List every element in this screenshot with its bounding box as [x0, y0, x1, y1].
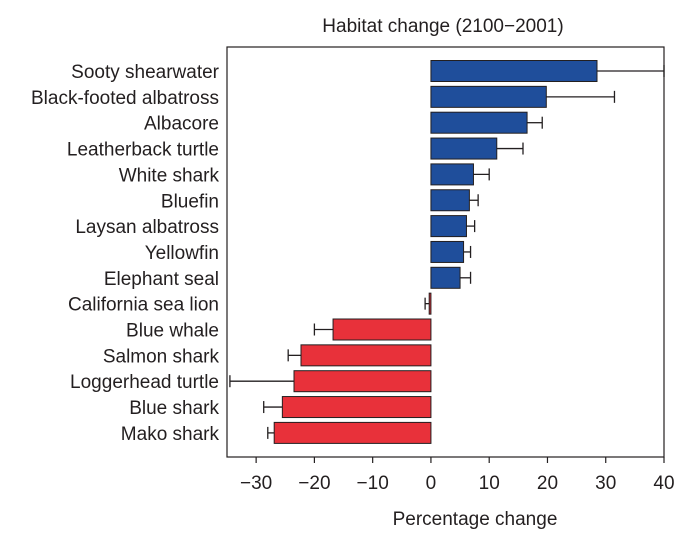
bar-laysan-albatross	[430, 215, 467, 238]
x-tick-label: 20	[537, 473, 558, 494]
bar-salmon-shark	[300, 344, 432, 367]
bar-elephant-seal	[430, 266, 461, 289]
category-label: Sooty shearwater	[71, 62, 220, 83]
error-bars-group	[229, 65, 665, 439]
category-label: Albacore	[144, 114, 219, 135]
bar-bluefin	[430, 189, 470, 212]
bar-blue-shark	[281, 396, 432, 419]
x-axis: −30 −20 −10 0 10 20 30 40	[240, 457, 675, 494]
plot-frame	[226, 46, 665, 458]
category-label: Bluefin	[161, 191, 219, 212]
bar-blue-whale	[332, 318, 432, 341]
bar-sooty-shearwater	[430, 60, 598, 82]
bar-loggerhead-turtle	[293, 370, 432, 393]
bars-group	[273, 60, 598, 444]
category-label: Yellowfin	[145, 243, 219, 264]
bar-mako-shark	[273, 421, 432, 444]
x-tick-label: 40	[653, 473, 674, 494]
category-label: Mako shark	[121, 424, 220, 445]
bar-black-footed-albatross	[430, 85, 547, 108]
bar-yellowfin	[430, 240, 465, 263]
bar-white-shark	[430, 163, 474, 186]
category-label: Laysan albatross	[75, 217, 219, 238]
x-tick-label: 30	[595, 473, 616, 494]
category-label: White shark	[119, 165, 220, 186]
x-tick-label: −30	[240, 473, 272, 494]
category-label: California sea lion	[68, 295, 219, 316]
x-tick-label: −10	[357, 473, 389, 494]
category-label: Leatherback turtle	[67, 140, 219, 161]
bar-leatherback-turtle	[430, 137, 498, 160]
category-label: Blue shark	[129, 398, 219, 419]
bar-california-sea-lion	[428, 292, 432, 315]
category-label: Black-footed albatross	[31, 88, 219, 109]
category-label: Elephant seal	[104, 269, 219, 290]
x-tick-label: −20	[298, 473, 330, 494]
bar-albacore	[430, 111, 528, 134]
chart-title: Habitat change (2100−2001)	[322, 16, 563, 37]
category-label: Salmon shark	[103, 346, 220, 367]
x-tick-label: 10	[479, 473, 500, 494]
category-label: Blue whale	[126, 321, 219, 342]
category-label: Loggerhead turtle	[70, 372, 219, 393]
category-labels-group: Sooty shearwater Black-footed albatross Al…	[31, 62, 220, 445]
x-axis-label: Percentage change	[393, 509, 558, 530]
x-tick-label: 0	[426, 473, 437, 494]
